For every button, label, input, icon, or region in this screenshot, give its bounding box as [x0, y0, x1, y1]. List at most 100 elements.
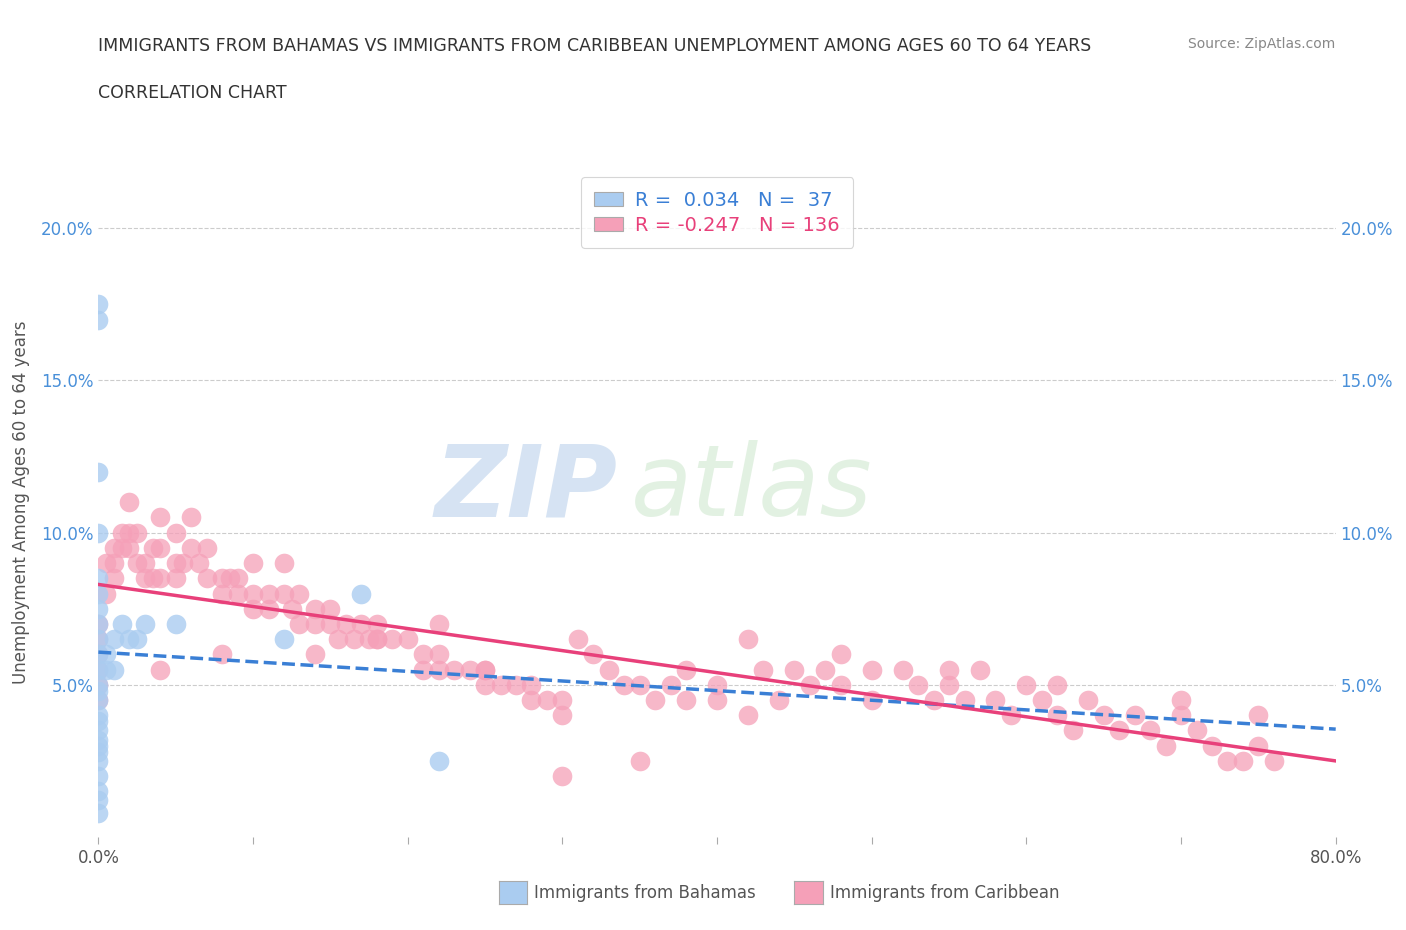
Point: [613, 677, 636, 692]
Point: [1263, 753, 1285, 768]
Point: [357, 631, 380, 646]
Point: [87, 297, 110, 312]
Point: [343, 631, 366, 646]
Point: [1232, 753, 1254, 768]
Legend: R =  0.034   N =  37, R = -0.247   N = 136: R = 0.034 N = 37, R = -0.247 N = 136: [581, 177, 853, 248]
Point: [87, 571, 110, 586]
Text: atlas: atlas: [630, 440, 872, 538]
Point: [226, 586, 249, 601]
Point: [173, 555, 195, 570]
Point: [87, 738, 110, 753]
Point: [87, 723, 110, 737]
Point: [1154, 738, 1177, 753]
Point: [474, 662, 496, 677]
Point: [96, 647, 118, 662]
Point: [103, 555, 125, 570]
Point: [134, 617, 156, 631]
Point: [350, 617, 373, 631]
Point: [366, 617, 388, 631]
Point: [87, 732, 110, 747]
Point: [87, 677, 110, 692]
Point: [1062, 723, 1084, 737]
Point: [96, 555, 118, 570]
Point: [273, 586, 295, 601]
Point: [96, 662, 118, 677]
Point: [87, 677, 110, 692]
Point: [219, 571, 242, 586]
Point: [907, 677, 929, 692]
Point: [567, 631, 589, 646]
Point: [180, 540, 202, 555]
Point: [1247, 708, 1270, 723]
Point: [127, 525, 149, 540]
Point: [242, 602, 264, 617]
Point: [737, 708, 759, 723]
Point: [142, 571, 165, 586]
Point: [134, 555, 156, 570]
Point: [87, 744, 110, 759]
Point: [257, 586, 280, 601]
Point: [1123, 708, 1146, 723]
Point: [427, 753, 450, 768]
Point: [111, 540, 134, 555]
Point: [1031, 693, 1053, 708]
Point: [675, 662, 697, 677]
Point: [87, 617, 110, 631]
Point: [551, 693, 574, 708]
Point: [582, 647, 605, 662]
Point: [474, 677, 496, 692]
Point: [1216, 753, 1239, 768]
Point: [195, 571, 218, 586]
Point: [319, 617, 342, 631]
Point: [1092, 708, 1115, 723]
Point: [427, 647, 450, 662]
Point: [188, 555, 211, 570]
Point: [87, 693, 110, 708]
Point: [938, 677, 960, 692]
Point: [752, 662, 775, 677]
Point: [149, 571, 172, 586]
Point: [288, 617, 311, 631]
Point: [1108, 723, 1130, 737]
Point: [127, 555, 149, 570]
Point: [922, 693, 945, 708]
Point: [520, 693, 543, 708]
Point: [87, 769, 110, 784]
Point: [443, 662, 465, 677]
Point: [814, 662, 837, 677]
Point: [830, 677, 852, 692]
Text: Immigrants from Caribbean: Immigrants from Caribbean: [830, 884, 1059, 902]
Point: [226, 571, 249, 586]
Point: [87, 714, 110, 729]
Point: [87, 631, 110, 646]
Point: [87, 805, 110, 820]
Point: [768, 693, 790, 708]
Point: [860, 662, 883, 677]
Point: [551, 769, 574, 784]
Point: [628, 753, 651, 768]
Point: [1000, 708, 1022, 723]
Point: [87, 312, 110, 327]
Point: [598, 662, 620, 677]
Point: [87, 793, 110, 808]
Point: [288, 586, 311, 601]
Point: [118, 495, 141, 510]
Point: [118, 525, 141, 540]
Point: [675, 693, 697, 708]
Point: [706, 677, 728, 692]
Point: [1247, 738, 1270, 753]
Point: [474, 662, 496, 677]
Point: [1046, 708, 1069, 723]
Point: [142, 540, 165, 555]
Point: [118, 540, 141, 555]
Point: [830, 647, 852, 662]
Point: [396, 631, 419, 646]
Point: [87, 647, 110, 662]
Point: [335, 617, 357, 631]
Point: [706, 693, 728, 708]
Point: [860, 693, 883, 708]
Point: [953, 693, 976, 708]
Point: [87, 693, 110, 708]
Point: [984, 693, 1007, 708]
Point: [489, 677, 512, 692]
